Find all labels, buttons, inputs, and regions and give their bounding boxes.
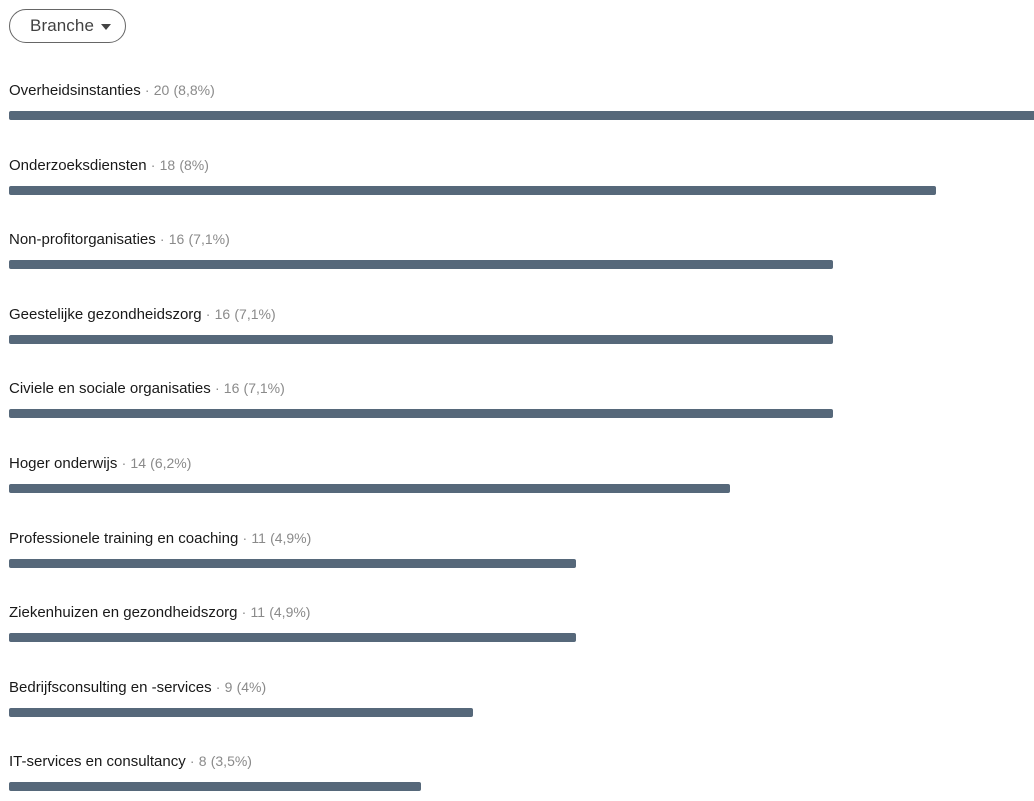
- bar: [9, 707, 473, 717]
- industry-row: Hoger onderwijs · 14 (6,2%): [9, 453, 1034, 503]
- category-label: Professionele training en coaching: [9, 529, 239, 547]
- count-label: 20: [153, 82, 170, 98]
- row-text: Non-profitorganisaties · 16 (7,1%): [9, 229, 230, 250]
- bar: [9, 111, 1034, 120]
- category-label: Onderzoeksdiensten: [9, 156, 147, 174]
- count-label: 11: [250, 604, 266, 621]
- bar-track: [9, 185, 1034, 195]
- separator: ·: [121, 455, 127, 471]
- industry-row: Civiele en sociale organisaties · 16 (7,…: [9, 378, 1034, 428]
- industry-row: Ziekenhuizen en gezondheidszorg · 11 (4,…: [9, 602, 1034, 652]
- percent-label: (4%): [236, 678, 267, 695]
- caret-down-icon: [101, 24, 112, 30]
- row-text: Civiele en sociale organisaties · 16 (7,…: [9, 378, 285, 399]
- separator: ·: [214, 380, 220, 397]
- row-text: Overheidsinstanties · 20 (8,8%): [9, 80, 215, 101]
- count-label: 9: [224, 678, 233, 695]
- bar-track: [9, 707, 1034, 717]
- separator: ·: [242, 529, 248, 546]
- percent-label: (4,9%): [269, 604, 311, 621]
- percent-label: (6,2%): [150, 455, 192, 471]
- category-label: Bedrijfsconsulting en -services: [9, 678, 212, 696]
- row-text: Professionele training en coaching · 11 …: [9, 528, 311, 549]
- count-label: 16: [223, 380, 240, 397]
- category-label: Geestelijke gezondheidszorg: [9, 305, 202, 323]
- branche-filter-button[interactable]: Branche: [9, 9, 127, 43]
- category-label: Non-profitorganisaties: [9, 231, 156, 249]
- bar-track: [9, 633, 1034, 643]
- count-label: 16: [214, 305, 231, 322]
- category-label: IT-services en consultancy: [9, 753, 186, 771]
- bar: [9, 782, 421, 792]
- count-label: 18: [159, 156, 176, 173]
- row-text: Ziekenhuizen en gezondheidszorg · 11 (4,…: [9, 602, 310, 623]
- separator: ·: [144, 82, 150, 98]
- separator: ·: [215, 678, 221, 695]
- industry-row: Geestelijke gezondheidszorg · 16 (7,1%): [9, 304, 1034, 354]
- percent-label: (7,1%): [234, 305, 276, 322]
- row-text: Bedrijfsconsulting en -services · 9 (4%): [9, 677, 266, 698]
- count-label: 16: [168, 231, 185, 248]
- bar: [9, 484, 730, 493]
- bar: [9, 334, 833, 344]
- bar: [9, 260, 833, 270]
- industry-row: Non-profitorganisaties · 16 (7,1%): [9, 229, 1034, 279]
- count-label: 11: [251, 529, 266, 546]
- count-label: 8: [198, 753, 207, 770]
- industry-row: Professionele training en coaching · 11 …: [9, 528, 1034, 578]
- category-label: Ziekenhuizen en gezondheidszorg: [9, 604, 238, 622]
- percent-label: (3,5%): [210, 753, 252, 770]
- bar: [9, 558, 576, 568]
- industry-row: IT-services en consultancy · 8 (3,5%): [9, 751, 1034, 801]
- row-text: Geestelijke gezondheidszorg · 16 (7,1%): [9, 304, 276, 325]
- row-text: IT-services en consultancy · 8 (3,5%): [9, 751, 252, 772]
- bar: [9, 185, 936, 195]
- bar-track: [9, 484, 1034, 493]
- bar-track: [9, 111, 1034, 120]
- industry-row: Onderzoeksdiensten · 18 (8%): [9, 155, 1034, 205]
- industry-row: Overheidsinstanties · 20 (8,8%): [9, 80, 1034, 130]
- count-label: 14: [130, 455, 146, 471]
- percent-label: (8,8%): [173, 82, 215, 98]
- bar-track: [9, 558, 1034, 568]
- separator: ·: [205, 305, 211, 322]
- separator: ·: [241, 604, 247, 621]
- category-label: Hoger onderwijs: [9, 455, 118, 472]
- bar-track: [9, 260, 1034, 270]
- bar-track: [9, 334, 1034, 344]
- bar: [9, 633, 576, 643]
- separator: ·: [189, 753, 195, 770]
- row-text: Onderzoeksdiensten · 18 (8%): [9, 155, 209, 176]
- category-label: Civiele en sociale organisaties: [9, 380, 211, 398]
- row-text: Hoger onderwijs · 14 (6,2%): [9, 453, 191, 474]
- bar-track: [9, 782, 1034, 792]
- separator: ·: [159, 231, 165, 248]
- bar: [9, 409, 833, 419]
- industry-row: Bedrijfsconsulting en -services · 9 (4%): [9, 677, 1034, 727]
- percent-label: (8%): [179, 156, 209, 173]
- category-label: Overheidsinstanties: [9, 82, 141, 99]
- percent-label: (7,1%): [243, 380, 285, 397]
- bar-track: [9, 409, 1034, 419]
- percent-label: (7,1%): [188, 231, 230, 248]
- percent-label: (4,9%): [270, 529, 312, 546]
- filter-label: Branche: [30, 16, 95, 35]
- separator: ·: [150, 156, 156, 173]
